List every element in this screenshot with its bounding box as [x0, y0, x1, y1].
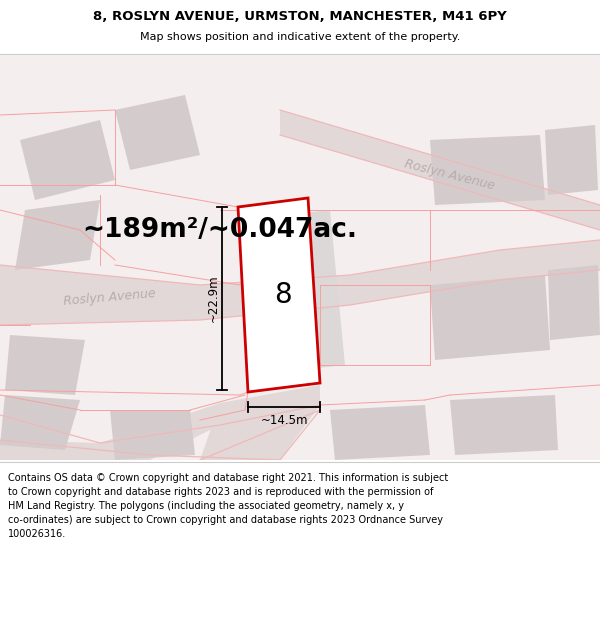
- Text: ~14.5m: ~14.5m: [260, 414, 308, 428]
- Text: 8, ROSLYN AVENUE, URMSTON, MANCHESTER, M41 6PY: 8, ROSLYN AVENUE, URMSTON, MANCHESTER, M…: [93, 11, 507, 24]
- Polygon shape: [548, 265, 600, 340]
- Polygon shape: [450, 395, 558, 455]
- Text: ~22.9m: ~22.9m: [206, 275, 220, 322]
- Text: Roslyn Avenue: Roslyn Avenue: [63, 286, 157, 308]
- Polygon shape: [110, 410, 195, 460]
- Polygon shape: [280, 110, 600, 230]
- Polygon shape: [0, 395, 80, 450]
- Polygon shape: [200, 403, 320, 460]
- Text: ~189m²/~0.047ac.: ~189m²/~0.047ac.: [83, 217, 358, 243]
- Polygon shape: [545, 125, 598, 195]
- Polygon shape: [238, 198, 320, 392]
- Text: Roslyn Avenue: Roslyn Avenue: [403, 158, 497, 192]
- Polygon shape: [330, 405, 430, 460]
- Polygon shape: [0, 385, 320, 460]
- Polygon shape: [430, 275, 550, 360]
- Polygon shape: [5, 335, 85, 395]
- Polygon shape: [0, 240, 600, 325]
- Polygon shape: [240, 210, 345, 375]
- Polygon shape: [20, 120, 115, 200]
- Text: 8: 8: [274, 281, 292, 309]
- Text: Map shows position and indicative extent of the property.: Map shows position and indicative extent…: [140, 32, 460, 42]
- Polygon shape: [15, 200, 100, 270]
- Polygon shape: [430, 135, 545, 205]
- Text: Contains OS data © Crown copyright and database right 2021. This information is : Contains OS data © Crown copyright and d…: [8, 473, 448, 539]
- Polygon shape: [115, 95, 200, 170]
